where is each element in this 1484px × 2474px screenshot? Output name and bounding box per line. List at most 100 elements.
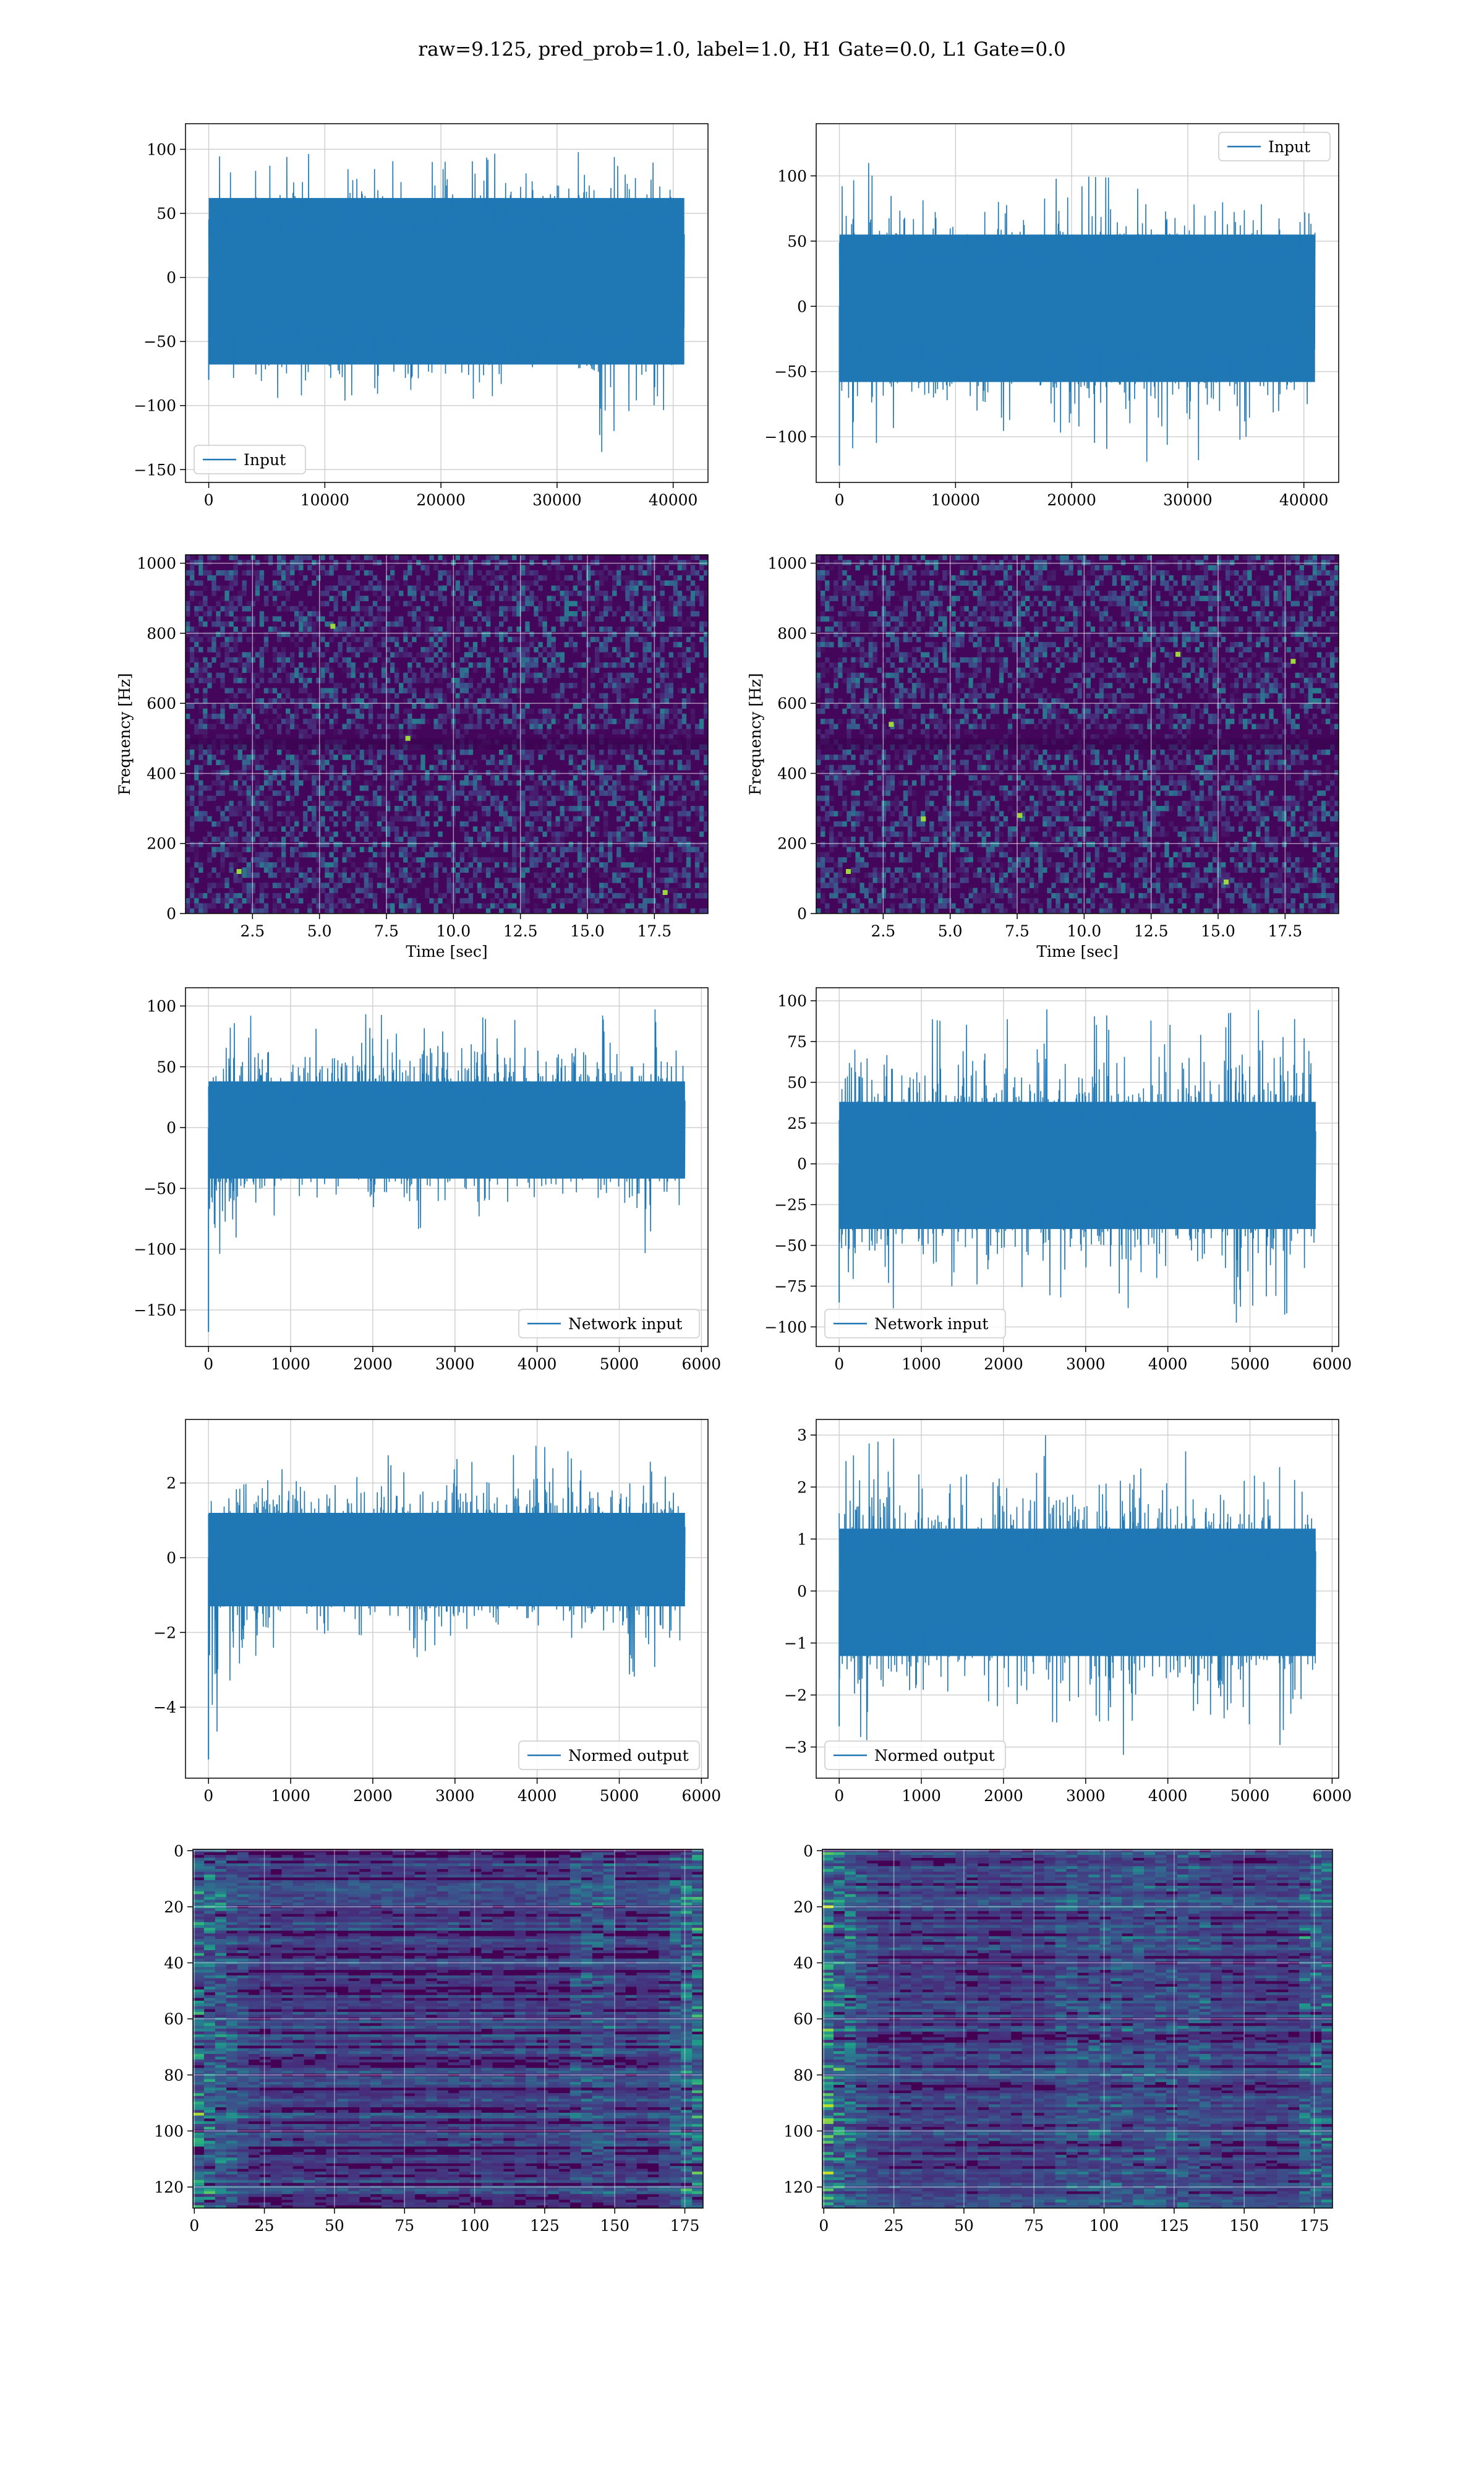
spectrogram-cell [647,724,652,730]
legend: Input [194,445,306,474]
spectrogram-cell [629,591,634,596]
spectrogram-cell [577,888,582,894]
spectrogram-cell [246,811,251,816]
spectrogram-cell [508,606,513,612]
spectrogram-cell [625,785,630,791]
spectrogram-cell [416,698,421,704]
spectrogram-cell [333,883,338,888]
spectrogram-cell [1086,606,1091,612]
spectrogram-cell [642,888,647,894]
spectrogram-cell [673,878,678,883]
spectrogram-cell [485,616,491,622]
spectrogram-cell [690,652,696,658]
spectrogram-cell [425,636,430,643]
spectrogram-cell [660,662,665,668]
spectrogram-cell [390,821,395,827]
spectrogram-cell [472,847,478,852]
spectrogram-cell [512,636,517,643]
spectrogram-cell [499,596,504,601]
spectrogram-cell [255,652,260,658]
spectrogram-cell [233,703,238,709]
spectrogram-cell [503,724,508,730]
spectrogram-cell [521,775,526,781]
spectrogram-cell [198,647,203,653]
spectrogram-cell [468,847,474,852]
spectrogram-cell [377,749,382,755]
spectrogram-cell [1252,565,1256,571]
spectrogram-cell [603,647,608,653]
spectrogram-cell [655,703,660,709]
spectrogram-cell [508,800,513,807]
spectrogram-cell [686,596,691,601]
spectrogram-cell [377,795,382,802]
spectrogram-cell [186,662,190,668]
spectrogram-cell [472,816,478,822]
spectrogram-cell [547,708,552,714]
spectrogram-cell [286,729,291,735]
spectrogram-cell [216,806,221,811]
spectrogram-cell [647,811,652,816]
spectrogram-cell [438,575,443,581]
spectrogram-cell [186,631,190,637]
spectrogram-cell [664,708,669,714]
spectrogram-cell [412,898,417,904]
spectrogram-cell [229,867,234,873]
spectrogram-cell [651,631,656,637]
spectrogram-cell [568,616,574,622]
spectrogram-cell [603,790,608,796]
spectrogram-cell [560,606,565,612]
spectrogram-cell [503,857,508,863]
spectrogram-cell [629,601,634,607]
spectrogram-cell [690,657,696,663]
spectrogram-cell [325,780,330,786]
spectrogram-cell [551,641,556,648]
spectrogram-cell [364,555,369,560]
spectrogram-cell [894,560,900,565]
spectrogram-cell [629,780,634,786]
spectrogram-cell [412,596,417,601]
spectrogram-cell [825,606,830,612]
spectrogram-cell [472,800,478,807]
spectrogram-cell [681,703,687,709]
spectrogram-cell [616,862,621,868]
spectrogram-cell [925,560,930,565]
spectrogram-cell [1286,555,1291,560]
spectrogram-cell [259,821,265,827]
spectrogram-cell [246,764,251,771]
spectrogram-cell [525,703,530,709]
spectrogram-cell [664,898,669,904]
spectrogram-cell [320,790,325,796]
spectrogram-cell [629,570,634,576]
spectrogram-cell [516,591,521,596]
spectrogram-cell [425,631,430,637]
spectrogram-cell [481,652,487,658]
spectrogram-cell [468,816,474,822]
spectrogram-cell [642,908,647,914]
spectrogram-cell [547,826,552,832]
spectrogram-cell [485,908,491,914]
spectrogram-cell [564,631,569,637]
spectrogram-cell [255,672,260,678]
spectrogram-cell [1203,565,1209,571]
spectrogram-cell [229,636,234,643]
spectrogram-cell [368,703,373,709]
spectrogram-cell [281,657,286,663]
spectrogram-cell [629,903,634,909]
spectrogram-cell [525,719,530,724]
spectrogram-cell [381,713,386,719]
spectrogram-cell [1038,570,1043,576]
spectrogram-cell [263,857,269,863]
spectrogram-cell [677,667,683,673]
spectrogram-cell [612,878,617,883]
spectrogram-cell [333,601,338,607]
spectrogram-cell [699,575,704,581]
spectrogram-cell [268,795,273,802]
spectrogram-cell [338,785,343,791]
spectrogram-cell [416,764,421,771]
spectrogram-cell [455,795,460,802]
spectrogram-cell [560,652,565,658]
spectrogram-cell [668,683,673,688]
spectrogram-cell [629,662,634,668]
spectrogram-cell [699,724,704,730]
spectrogram-cell [542,867,547,873]
